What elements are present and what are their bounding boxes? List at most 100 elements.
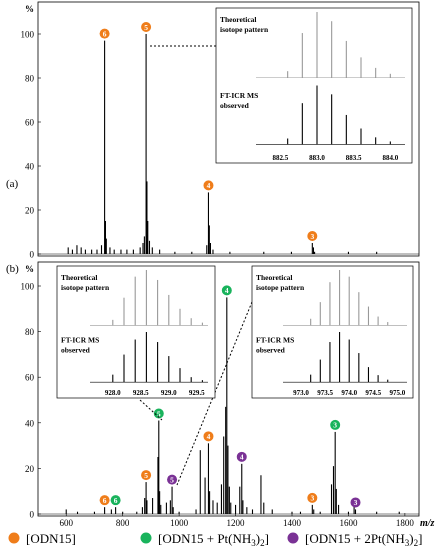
inset-theory-label: isotope pattern — [61, 283, 110, 292]
charge-state-label: 4 — [207, 181, 211, 190]
charge-state-label: 4 — [240, 453, 244, 462]
panel-a-y-unit: % — [25, 4, 34, 14]
x-tick-label: 1600 — [339, 518, 358, 528]
charge-state-label: 3 — [310, 494, 314, 503]
charge-state-label: 5 — [170, 475, 174, 484]
legend-label-text: ] — [418, 531, 422, 546]
x-axis-title: m/z — [420, 518, 435, 529]
charge-state-label: 6 — [114, 496, 118, 505]
panel-b-frame — [37, 261, 420, 517]
inset-tick-label: 975.0 — [389, 389, 405, 397]
panel-a-label: (a) — [6, 178, 19, 190]
panel-b-y-unit: % — [25, 264, 34, 274]
charge-state-label: 4 — [207, 432, 211, 441]
inset-observed-label: FT-ICR MS — [256, 336, 294, 345]
charge-state-label: 6 — [103, 29, 107, 38]
y-tick-label: 20 — [25, 206, 35, 216]
legend-label-text: [ODN15 + 2Pt(NH — [305, 531, 405, 546]
panel-b-label: (b) — [6, 263, 19, 275]
y-tick-label: 60 — [25, 118, 35, 128]
inset-tick-label: 928.0 — [105, 389, 121, 397]
y-tick-label: 0 — [30, 250, 35, 260]
inset-tick-label: 884.0 — [382, 154, 398, 162]
inset-theory-label: Theoretical — [61, 273, 98, 282]
panel-b: (b) % 0 20 40 60 80 100 600 800 1000 1200 1400 160… — [6, 261, 435, 529]
charge-state-label: 5 — [144, 23, 148, 32]
y-tick-label: 60 — [25, 373, 35, 383]
inset-observed-label: FT-ICR MS — [61, 336, 99, 345]
charge-state-label: 4 — [225, 286, 229, 295]
charge-state-marker — [307, 492, 318, 503]
legend-label: [ODN15 + 2Pt(NH3)2] — [305, 531, 422, 548]
x-tick-label: 800 — [116, 518, 130, 528]
inset-frame — [56, 265, 216, 399]
inset-frame — [215, 7, 413, 164]
inset-tick-label: 973.5 — [317, 389, 333, 397]
charge-state-marker — [153, 408, 164, 419]
legend-label-text: ) — [256, 531, 260, 546]
panel-b-y-axis: 0 20 40 60 80 100 — [21, 282, 41, 520]
inset-theory-label: isotope pattern — [220, 25, 269, 34]
legend: [ODN15] [ODN15 + Pt(NH3)2] [ODN15 + 2Pt(NH… — [8, 531, 422, 548]
inset-tick-label: 974.0 — [341, 389, 357, 397]
charge-state-marker — [99, 28, 110, 39]
y-tick-label: 40 — [25, 162, 35, 172]
inset-tick-label: 974.5 — [365, 389, 381, 397]
charge-state-marker — [236, 451, 247, 462]
charge-state-marker — [110, 495, 121, 506]
y-tick-label: 20 — [25, 464, 35, 474]
y-tick-label: 100 — [21, 282, 35, 292]
inset-theory-label: Theoretical — [220, 15, 257, 24]
legend-label-text: ] — [265, 531, 269, 546]
inset-left-connector — [139, 399, 163, 421]
y-tick-label: 40 — [25, 418, 35, 428]
panel-b-markers: 6 6 5 5 5 4 4 4 3 3 3 — [99, 285, 361, 508]
charge-state-label: 3 — [354, 498, 358, 507]
panel-a-spectrum — [38, 34, 419, 255]
charge-state-marker — [203, 431, 214, 442]
legend-swatch — [287, 532, 299, 544]
charge-state-label: 3 — [333, 421, 337, 430]
legend-subscript: 3 — [251, 538, 256, 548]
inset-observed-label: observed — [256, 346, 286, 355]
charge-state-marker — [307, 231, 318, 241]
panel-b-x-axis: 600 800 1000 1200 1400 1600 1800 — [59, 513, 414, 528]
inset-tick-label: 928.5 — [133, 389, 149, 397]
charge-state-label: 5 — [144, 471, 148, 480]
legend-swatch — [8, 532, 20, 544]
charge-state-marker — [221, 285, 232, 296]
inset-tick-label: 973.0 — [293, 389, 309, 397]
legend-label: [ODN15] — [26, 531, 76, 546]
x-tick-label: 1200 — [227, 518, 246, 528]
legend-label-text: ) — [409, 531, 413, 546]
inset-tick-label: 929.5 — [189, 389, 205, 397]
charge-state-label: 3 — [310, 232, 314, 241]
inset-theory-label: Theoretical — [256, 273, 293, 282]
x-tick-label: 1000 — [170, 518, 189, 528]
inset-observed-label: FT-ICR MS — [220, 91, 258, 100]
charge-state-marker — [167, 474, 178, 485]
legend-label-text: [ODN15 + Pt(NH — [158, 531, 251, 546]
charge-state-marker — [203, 180, 214, 191]
y-tick-label: 0 — [30, 510, 35, 520]
panel-a: (a) % 0 20 40 60 80 100 6 5 4 3 Theoreticalisoto… — [6, 1, 420, 260]
charge-state-marker — [330, 419, 341, 430]
charge-state-marker — [99, 495, 110, 506]
legend-subscript: 2 — [260, 538, 265, 548]
x-tick-label: 1400 — [283, 518, 302, 528]
y-tick-label: 80 — [25, 327, 35, 337]
inset-observed-label: observed — [61, 346, 91, 355]
charge-state-marker — [141, 470, 152, 481]
charge-state-marker — [141, 22, 152, 32]
y-tick-label: 80 — [25, 74, 35, 84]
panel-b-spectrum — [38, 297, 419, 515]
y-tick-label: 100 — [21, 30, 35, 40]
inset-observed-label: observed — [220, 101, 250, 110]
legend-label: [ODN15 + Pt(NH3)2] — [158, 531, 269, 548]
legend-subscript: 3 — [405, 538, 410, 548]
inset-theory-label: isotope pattern — [256, 283, 305, 292]
